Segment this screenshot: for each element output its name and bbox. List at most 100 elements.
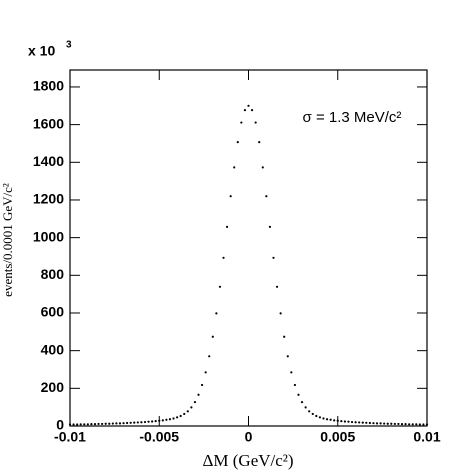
data-point	[347, 420, 350, 423]
data-point	[90, 423, 93, 426]
data-point	[279, 312, 282, 315]
data-point	[336, 419, 339, 422]
data-point	[140, 421, 143, 424]
data-point	[375, 422, 379, 425]
y-tick-label: 1200	[33, 191, 64, 207]
data-point	[272, 256, 275, 259]
y-tick-label: 800	[41, 266, 65, 282]
data-point	[365, 421, 368, 424]
data-point	[404, 423, 407, 426]
data-point	[400, 423, 404, 426]
data-point	[350, 420, 354, 424]
x-tick-label: 0.005	[320, 429, 355, 445]
data-point	[333, 419, 336, 422]
data-point	[372, 422, 375, 425]
data-point	[318, 416, 321, 419]
x-axis-label: ΔM (GeV/c²)	[202, 451, 293, 470]
data-point	[243, 109, 247, 112]
y-tick-label: 200	[41, 379, 65, 395]
data-point	[340, 420, 343, 423]
data-point	[204, 371, 207, 374]
data-point	[236, 141, 239, 144]
data-point	[179, 414, 182, 418]
data-point	[229, 195, 232, 198]
y-tick-label: 1000	[33, 228, 64, 244]
data-point	[136, 421, 139, 424]
data-point	[161, 419, 164, 422]
data-point	[104, 422, 107, 425]
data-point	[165, 418, 168, 421]
data-point	[197, 393, 200, 396]
data-point	[297, 393, 300, 396]
data-point	[122, 422, 125, 425]
data-point	[250, 109, 254, 112]
data-point	[133, 421, 136, 424]
data-point	[379, 422, 382, 425]
data-point	[186, 410, 189, 413]
data-point	[275, 285, 279, 288]
y-tick-label: 1400	[33, 153, 64, 169]
x-tick-label: -0.005	[139, 429, 179, 445]
data-point	[126, 421, 129, 425]
y-axis-label: events/0.0001 GeV/c²	[0, 183, 15, 297]
data-point	[79, 423, 82, 426]
y-tick-label: 0	[56, 417, 64, 433]
data-point	[240, 121, 243, 124]
data-point	[108, 422, 111, 425]
data-point	[101, 422, 104, 426]
data-point	[172, 417, 175, 420]
data-point	[193, 400, 197, 404]
data-point	[300, 400, 304, 404]
data-point	[261, 166, 264, 169]
data-point	[343, 420, 346, 423]
data-point	[361, 421, 364, 424]
data-point	[358, 421, 361, 424]
data-point	[286, 355, 289, 358]
data-point	[390, 422, 393, 425]
data-point	[411, 423, 414, 426]
data-point	[311, 412, 314, 416]
multiplier-base: x 10	[28, 43, 55, 59]
data-point	[83, 423, 86, 426]
data-point	[383, 422, 386, 425]
data-point	[147, 420, 150, 423]
data-point	[254, 121, 257, 124]
data-point	[190, 406, 193, 409]
data-point	[158, 419, 161, 422]
y-tick-label: 400	[41, 341, 65, 357]
data-point	[258, 141, 261, 144]
data-point	[393, 422, 396, 426]
data-point	[154, 420, 157, 423]
data-point	[143, 420, 147, 424]
data-point	[247, 104, 250, 107]
data-point	[322, 417, 325, 420]
x-tick-label: -0.01	[54, 429, 86, 445]
data-point	[72, 423, 75, 426]
data-point	[408, 423, 411, 426]
data-point	[168, 418, 172, 421]
data-point	[283, 335, 286, 338]
data-point	[354, 421, 357, 424]
data-point	[118, 422, 122, 425]
data-point	[304, 406, 307, 409]
data-point	[418, 423, 421, 426]
data-point	[76, 423, 79, 426]
data-point	[86, 423, 89, 426]
data-point	[315, 414, 318, 418]
data-point	[183, 412, 186, 416]
y-tick-label: 1600	[33, 115, 64, 131]
data-point	[176, 416, 179, 419]
data-point	[368, 421, 371, 425]
data-point	[115, 422, 118, 425]
x-tick-label: 0	[245, 429, 253, 445]
data-point	[290, 371, 293, 374]
data-point	[222, 256, 225, 259]
data-point	[415, 423, 418, 426]
y-tick-label: 600	[41, 304, 65, 320]
data-point	[93, 423, 97, 426]
data-point	[422, 423, 425, 426]
x-tick-label: 0.01	[413, 429, 440, 445]
data-point	[268, 225, 272, 229]
multiplier-exponent: 3	[66, 40, 72, 51]
